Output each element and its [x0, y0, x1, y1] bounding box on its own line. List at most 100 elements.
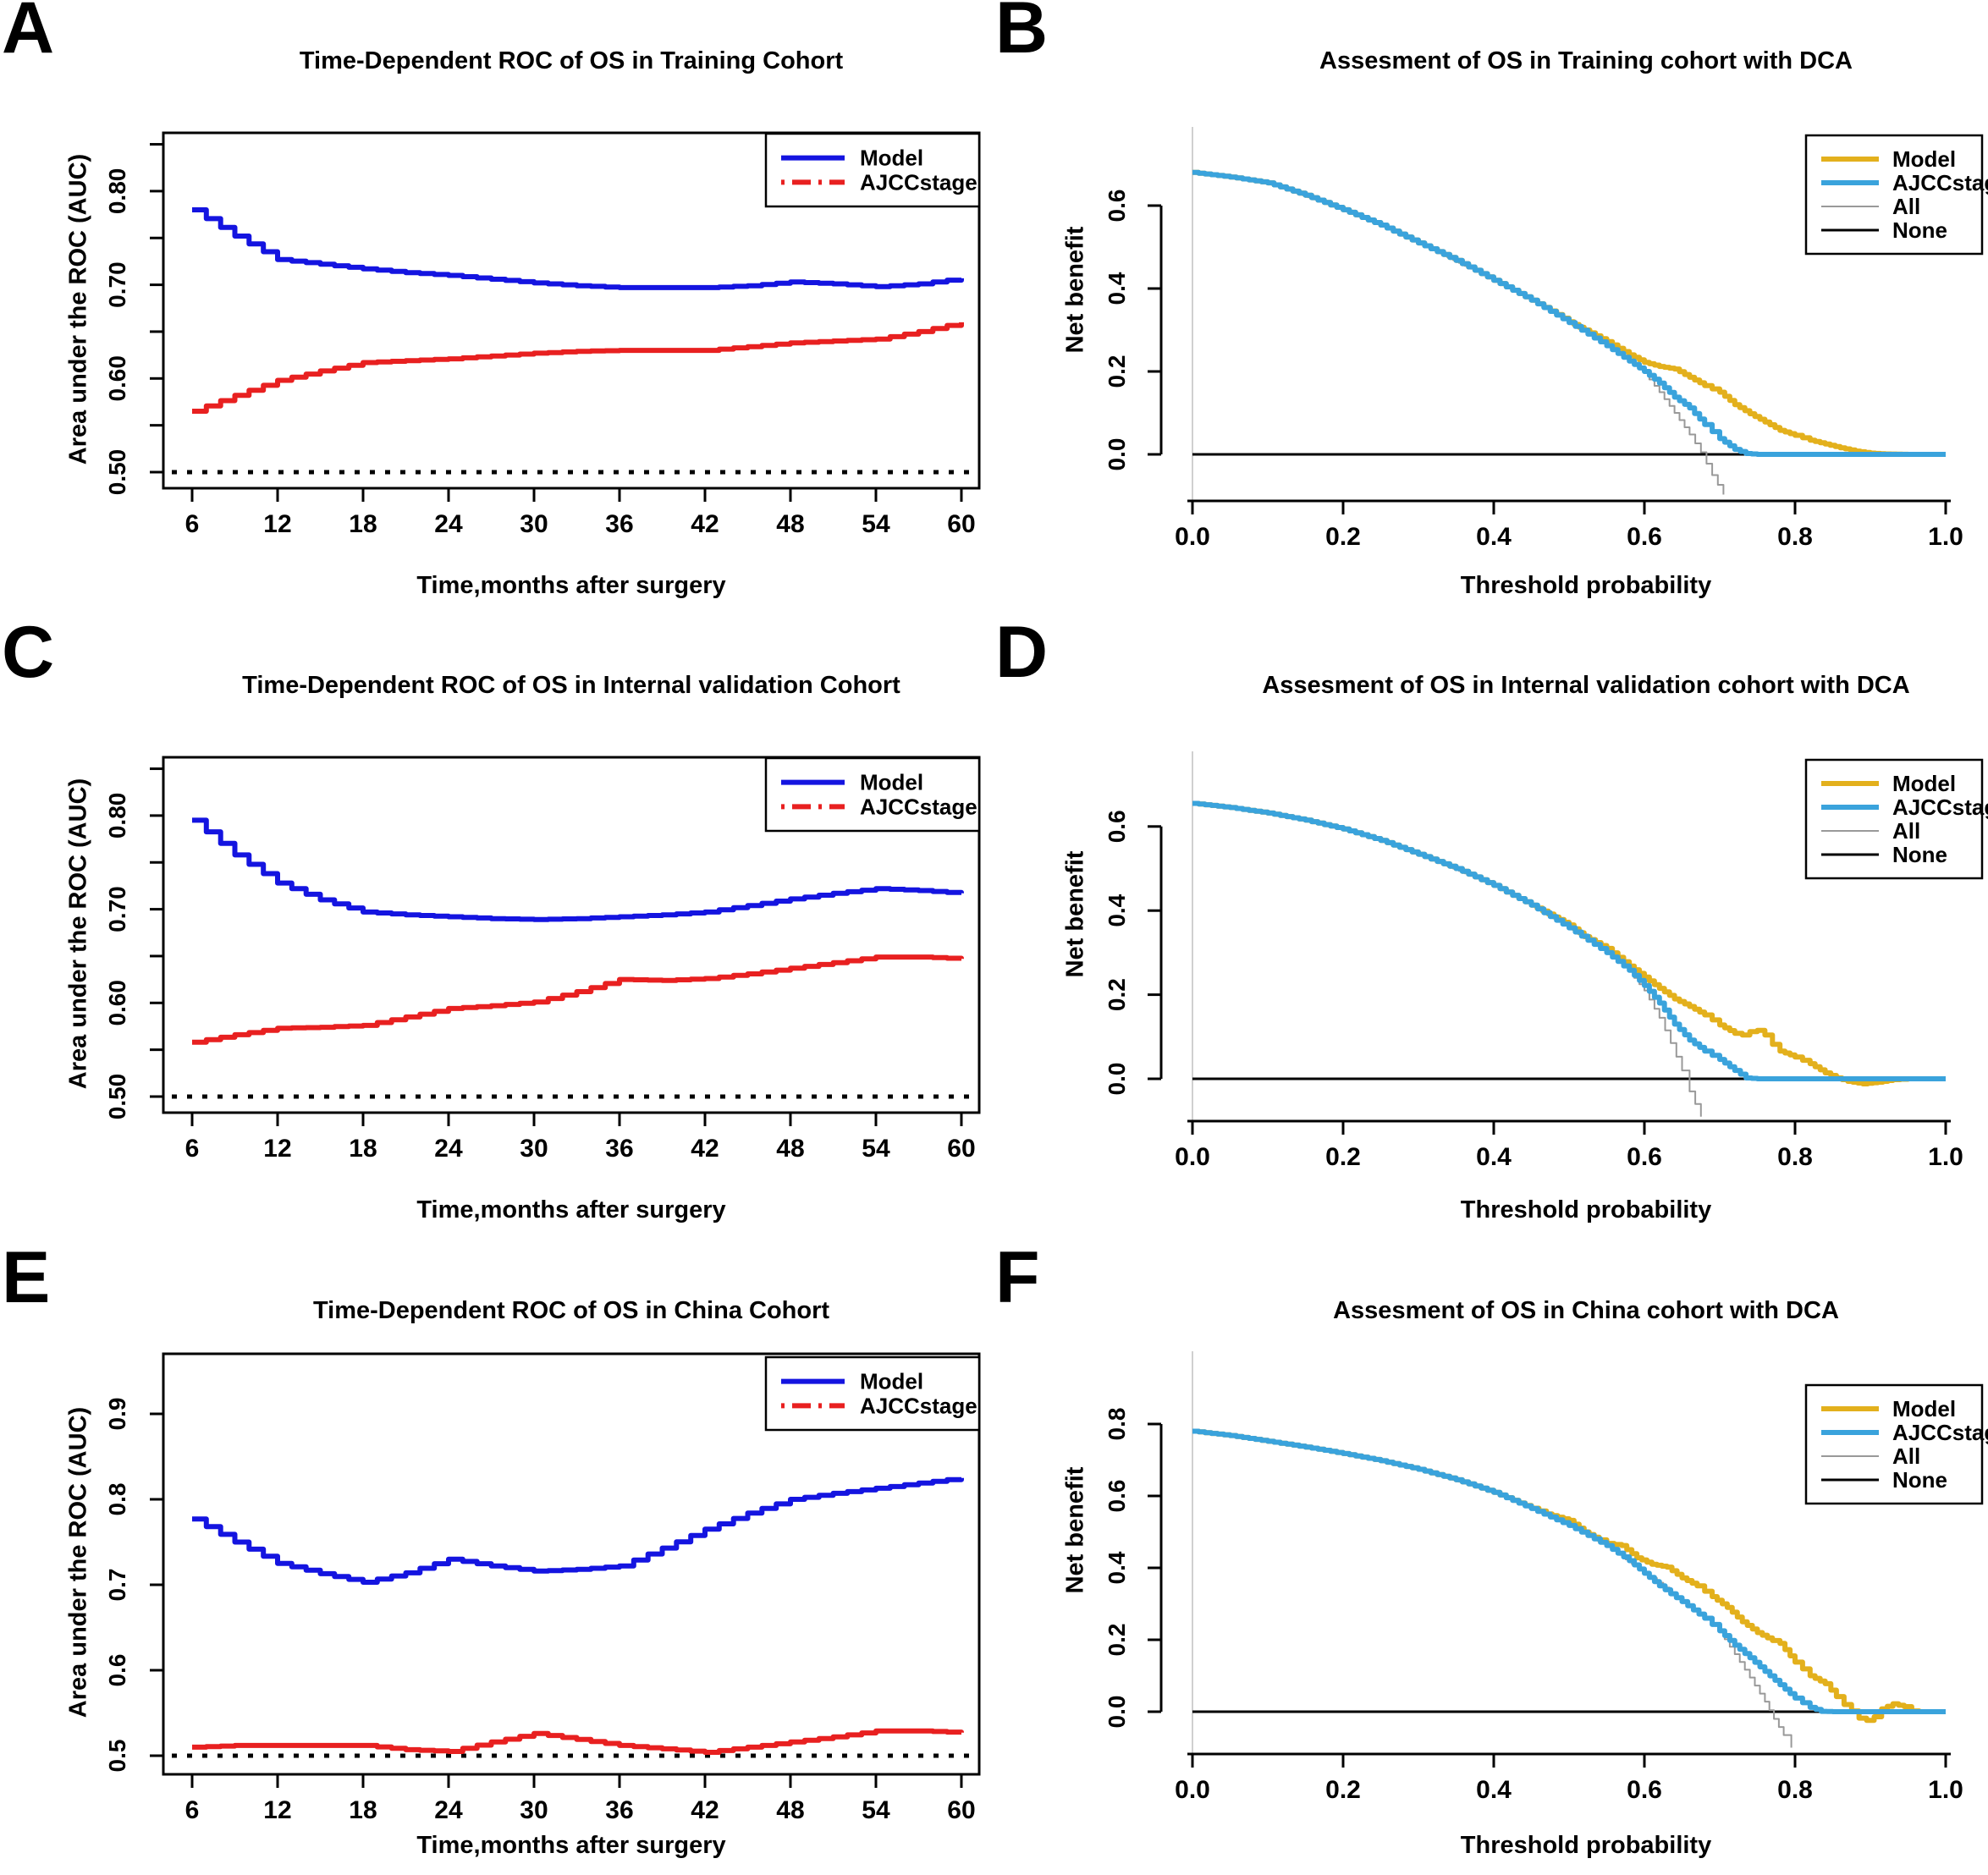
x-tick-label: 1.0 — [1928, 1143, 1963, 1171]
panel-B: B Assesment of OS in Training cohort wit… — [994, 0, 1988, 625]
plot-box — [162, 756, 981, 1114]
legend-label-all: All — [1892, 1443, 1920, 1469]
legend-label-model: Model — [1892, 771, 1956, 796]
panel-letter-E: E — [2, 1237, 51, 1318]
x-tick-label: 48 — [776, 510, 804, 538]
y-tick-label: 0.0 — [1104, 1063, 1130, 1096]
legend-label-model: Model — [1892, 146, 1956, 172]
panel-letter-D: D — [995, 612, 1049, 693]
x-tick-label: 12 — [263, 1796, 291, 1824]
panel-D-title: Assesment of OS in Internal validation c… — [1262, 672, 1910, 699]
y-tick-label: 0.80 — [104, 793, 130, 839]
x-tick-label: 18 — [349, 510, 377, 538]
panel-C-plot: 0.50 0.60 0.70 0.80 6 12 18 24 30 36 42 48 54 60 Model… — [104, 756, 981, 1163]
panel-B-x-axis-label: Threshold probability — [1460, 572, 1712, 599]
x-tick-label: 24 — [434, 1135, 463, 1163]
x-tick-label: 24 — [434, 510, 463, 538]
x-tick-label: 0.0 — [1175, 1143, 1210, 1171]
legend-box — [764, 132, 981, 208]
x-tick-label: 0.6 — [1627, 1776, 1662, 1804]
y-tick-label: 0.6 — [104, 1654, 130, 1687]
panel-F-x-axis-label: Threshold probability — [1460, 1832, 1712, 1859]
panel-C-title: Time-Dependent ROC of OS in Internal val… — [242, 672, 900, 699]
x-tick-label: 42 — [691, 510, 719, 538]
panel-E-title: Time-Dependent ROC of OS in China Cohort — [312, 1297, 830, 1324]
plot-box — [162, 131, 981, 490]
series-model — [192, 1476, 964, 1585]
y-tick-label: 0.2 — [1104, 978, 1130, 1011]
series-ajccstage — [192, 322, 964, 414]
panel-F-title: Assesment of OS in China cohort with DCA — [1333, 1297, 1839, 1324]
legend-label-ajccstage: AJCCstage — [860, 794, 977, 819]
x-tick-label: 6 — [185, 510, 200, 538]
x-tick-label: 54 — [862, 510, 890, 538]
x-tick-label: 0.0 — [1175, 523, 1210, 551]
panel-letter-B: B — [995, 0, 1049, 69]
y-tick-label: 0.0 — [1104, 1696, 1130, 1729]
x-tick-label: 30 — [520, 510, 548, 538]
x-tick-label: 54 — [862, 1135, 890, 1163]
series-ajccstage — [192, 954, 964, 1045]
x-tick-label: 36 — [605, 510, 633, 538]
x-tick-label: 6 — [185, 1796, 200, 1824]
panel-B-plot: 0.0 0.2 0.4 0.6 0.0 0.2 0.4 0.6 0.8 1.0 ModelAJCCs… — [1104, 127, 1988, 551]
panel-E-x-axis-label: Time,months after surgery — [416, 1832, 726, 1859]
y-tick-label: 0.5 — [104, 1740, 130, 1773]
x-tick-label: 18 — [349, 1796, 377, 1824]
x-tick-label: 60 — [947, 510, 975, 538]
panel-B-title: Assesment of OS in Training cohort with … — [1319, 47, 1853, 74]
legend-box — [764, 756, 981, 833]
panel-C-x-axis-label: Time,months after surgery — [416, 1196, 726, 1223]
x-tick-label: 0.0 — [1175, 1776, 1210, 1804]
y-tick-label: 0.4 — [1104, 894, 1130, 927]
x-tick-label: 0.2 — [1325, 1776, 1361, 1804]
x-tick-label: 18 — [349, 1135, 377, 1163]
x-tick-label: 24 — [434, 1796, 463, 1824]
x-tick-label: 0.2 — [1325, 1143, 1361, 1171]
panel-A-title: Time-Dependent ROC of OS in Training Coh… — [299, 47, 844, 74]
legend-box — [1804, 134, 1984, 256]
legend-label-ajccstage: AJCCstage — [1892, 1420, 1988, 1445]
y-tick-label: 0.8 — [104, 1483, 130, 1516]
y-tick-label: 0.6 — [1104, 190, 1130, 223]
x-tick-label: 0.8 — [1777, 1776, 1813, 1804]
legend-label-all: All — [1892, 818, 1920, 844]
x-tick-label: 54 — [862, 1796, 890, 1824]
panel-A-x-axis-label: Time,months after surgery — [416, 572, 726, 599]
legend-label-model: Model — [860, 770, 923, 795]
panel-letter-F: F — [995, 1237, 1040, 1318]
legend-label-ajccstage: AJCCstage — [860, 169, 977, 195]
y-tick-label: 0.9 — [104, 1398, 130, 1431]
series-all — [1192, 1430, 1793, 1748]
y-tick-label: 0.7 — [104, 1569, 130, 1602]
y-tick-label: 0.2 — [1104, 355, 1130, 388]
x-tick-label: 48 — [776, 1796, 804, 1824]
y-tick-label: 0.70 — [104, 261, 130, 308]
x-tick-label: 42 — [691, 1135, 719, 1163]
x-tick-label: 60 — [947, 1796, 975, 1824]
legend-label-model: Model — [860, 146, 923, 171]
x-tick-label: 36 — [605, 1135, 633, 1163]
legend-label-ajccstage: AJCCstage — [1892, 795, 1988, 820]
panel-E: E Time-Dependent ROC of OS in China Coho… — [0, 1238, 994, 1875]
x-tick-label: 1.0 — [1928, 1776, 1963, 1804]
y-tick-label: 0.70 — [104, 886, 130, 932]
panel-F-plot: 0.0 0.2 0.4 0.6 0.8 0.0 0.2 0.4 0.6 0.8 1.0 ModelAJ… — [1104, 1351, 1988, 1804]
x-tick-label: 6 — [185, 1135, 200, 1163]
panel-E-plot: 0.5 0.6 0.7 0.8 0.9 6 12 18 24 30 36 42 48 54 60 ModelA… — [104, 1352, 981, 1824]
x-tick-label: 0.2 — [1325, 523, 1361, 551]
x-tick-label: 42 — [691, 1796, 719, 1824]
legend-label-ajccstage: AJCCstage — [1892, 170, 1988, 195]
x-tick-label: 1.0 — [1928, 523, 1963, 551]
y-tick-label: 0.6 — [1104, 810, 1130, 843]
panel-A-plot: 0.50 0.60 0.70 0.80 6 12 18 24 30 36 42 48 54 60 Model… — [104, 131, 981, 538]
panel-D: D Assesment of OS in Internal validation… — [994, 613, 1988, 1250]
y-tick-label: 0.4 — [1104, 1551, 1130, 1584]
y-tick-label: 0.80 — [104, 168, 130, 215]
x-tick-label: 0.8 — [1777, 1143, 1813, 1171]
x-tick-label: 0.6 — [1627, 1143, 1662, 1171]
y-tick-label: 0.8 — [1104, 1408, 1130, 1441]
y-tick-label: 0.50 — [104, 1074, 130, 1120]
panel-letter-A: A — [2, 0, 55, 69]
x-tick-label: 60 — [947, 1135, 975, 1163]
